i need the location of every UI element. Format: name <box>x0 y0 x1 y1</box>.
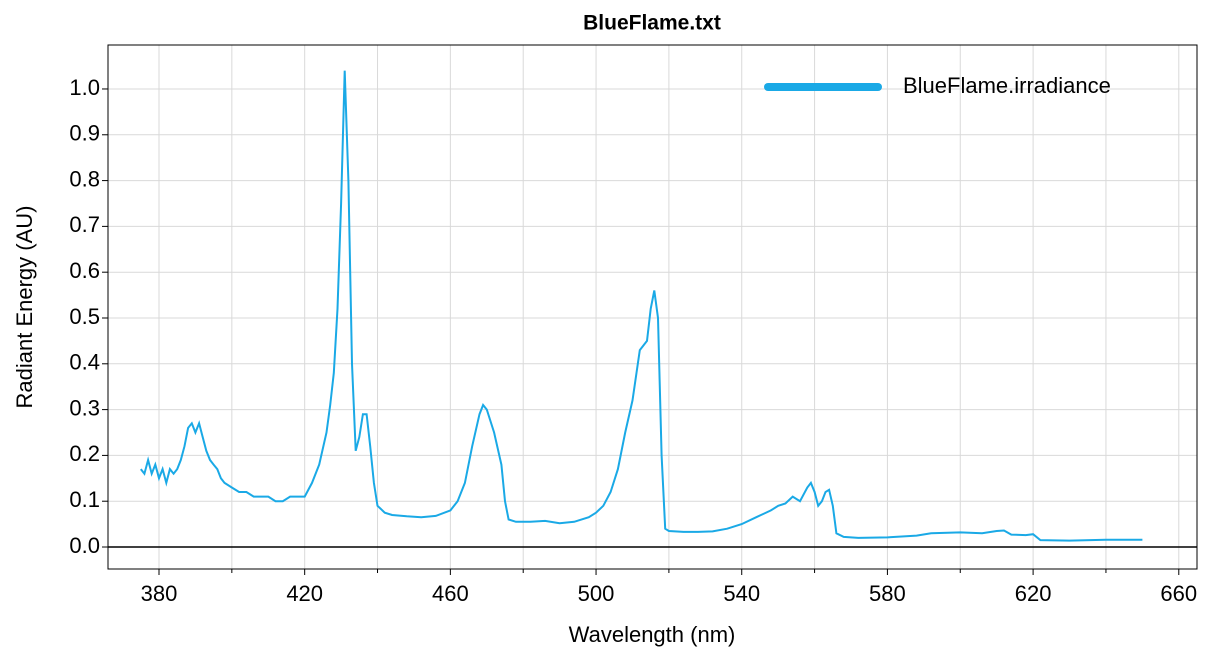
x-tick-label: 540 <box>723 581 760 606</box>
y-axis-label: Radiant Energy (AU) <box>12 206 37 409</box>
plot-frame <box>107 44 1198 570</box>
x-tick-label: 460 <box>432 581 469 606</box>
y-tick-label: 0.0 <box>69 533 100 558</box>
x-tick-label: 380 <box>141 581 178 606</box>
y-tick-label: 0.6 <box>69 258 100 283</box>
x-tick-label: 660 <box>1160 581 1197 606</box>
y-tick-label: 0.5 <box>69 304 100 329</box>
legend-label: BlueFlame.irradiance <box>903 73 1111 98</box>
chart-title: BlueFlame.txt <box>583 12 721 35</box>
y-tick-label: 0.3 <box>69 395 100 420</box>
y-tick-label: 1.0 <box>69 75 100 100</box>
y-tick-label: 0.9 <box>69 121 100 146</box>
y-tick-label: 0.7 <box>69 212 100 237</box>
y-tick-label: 0.8 <box>69 166 100 191</box>
x-axis-label: Wavelength (nm) <box>569 622 736 647</box>
x-tick-label: 620 <box>1015 581 1052 606</box>
y-tick-label: 0.2 <box>69 441 100 466</box>
x-tick-label: 580 <box>869 581 906 606</box>
x-tick-label: 420 <box>286 581 323 606</box>
x-tick-label: 500 <box>578 581 615 606</box>
y-tick-label: 0.1 <box>69 487 100 512</box>
y-tick-label: 0.4 <box>69 350 100 375</box>
data-line <box>140 70 1143 542</box>
